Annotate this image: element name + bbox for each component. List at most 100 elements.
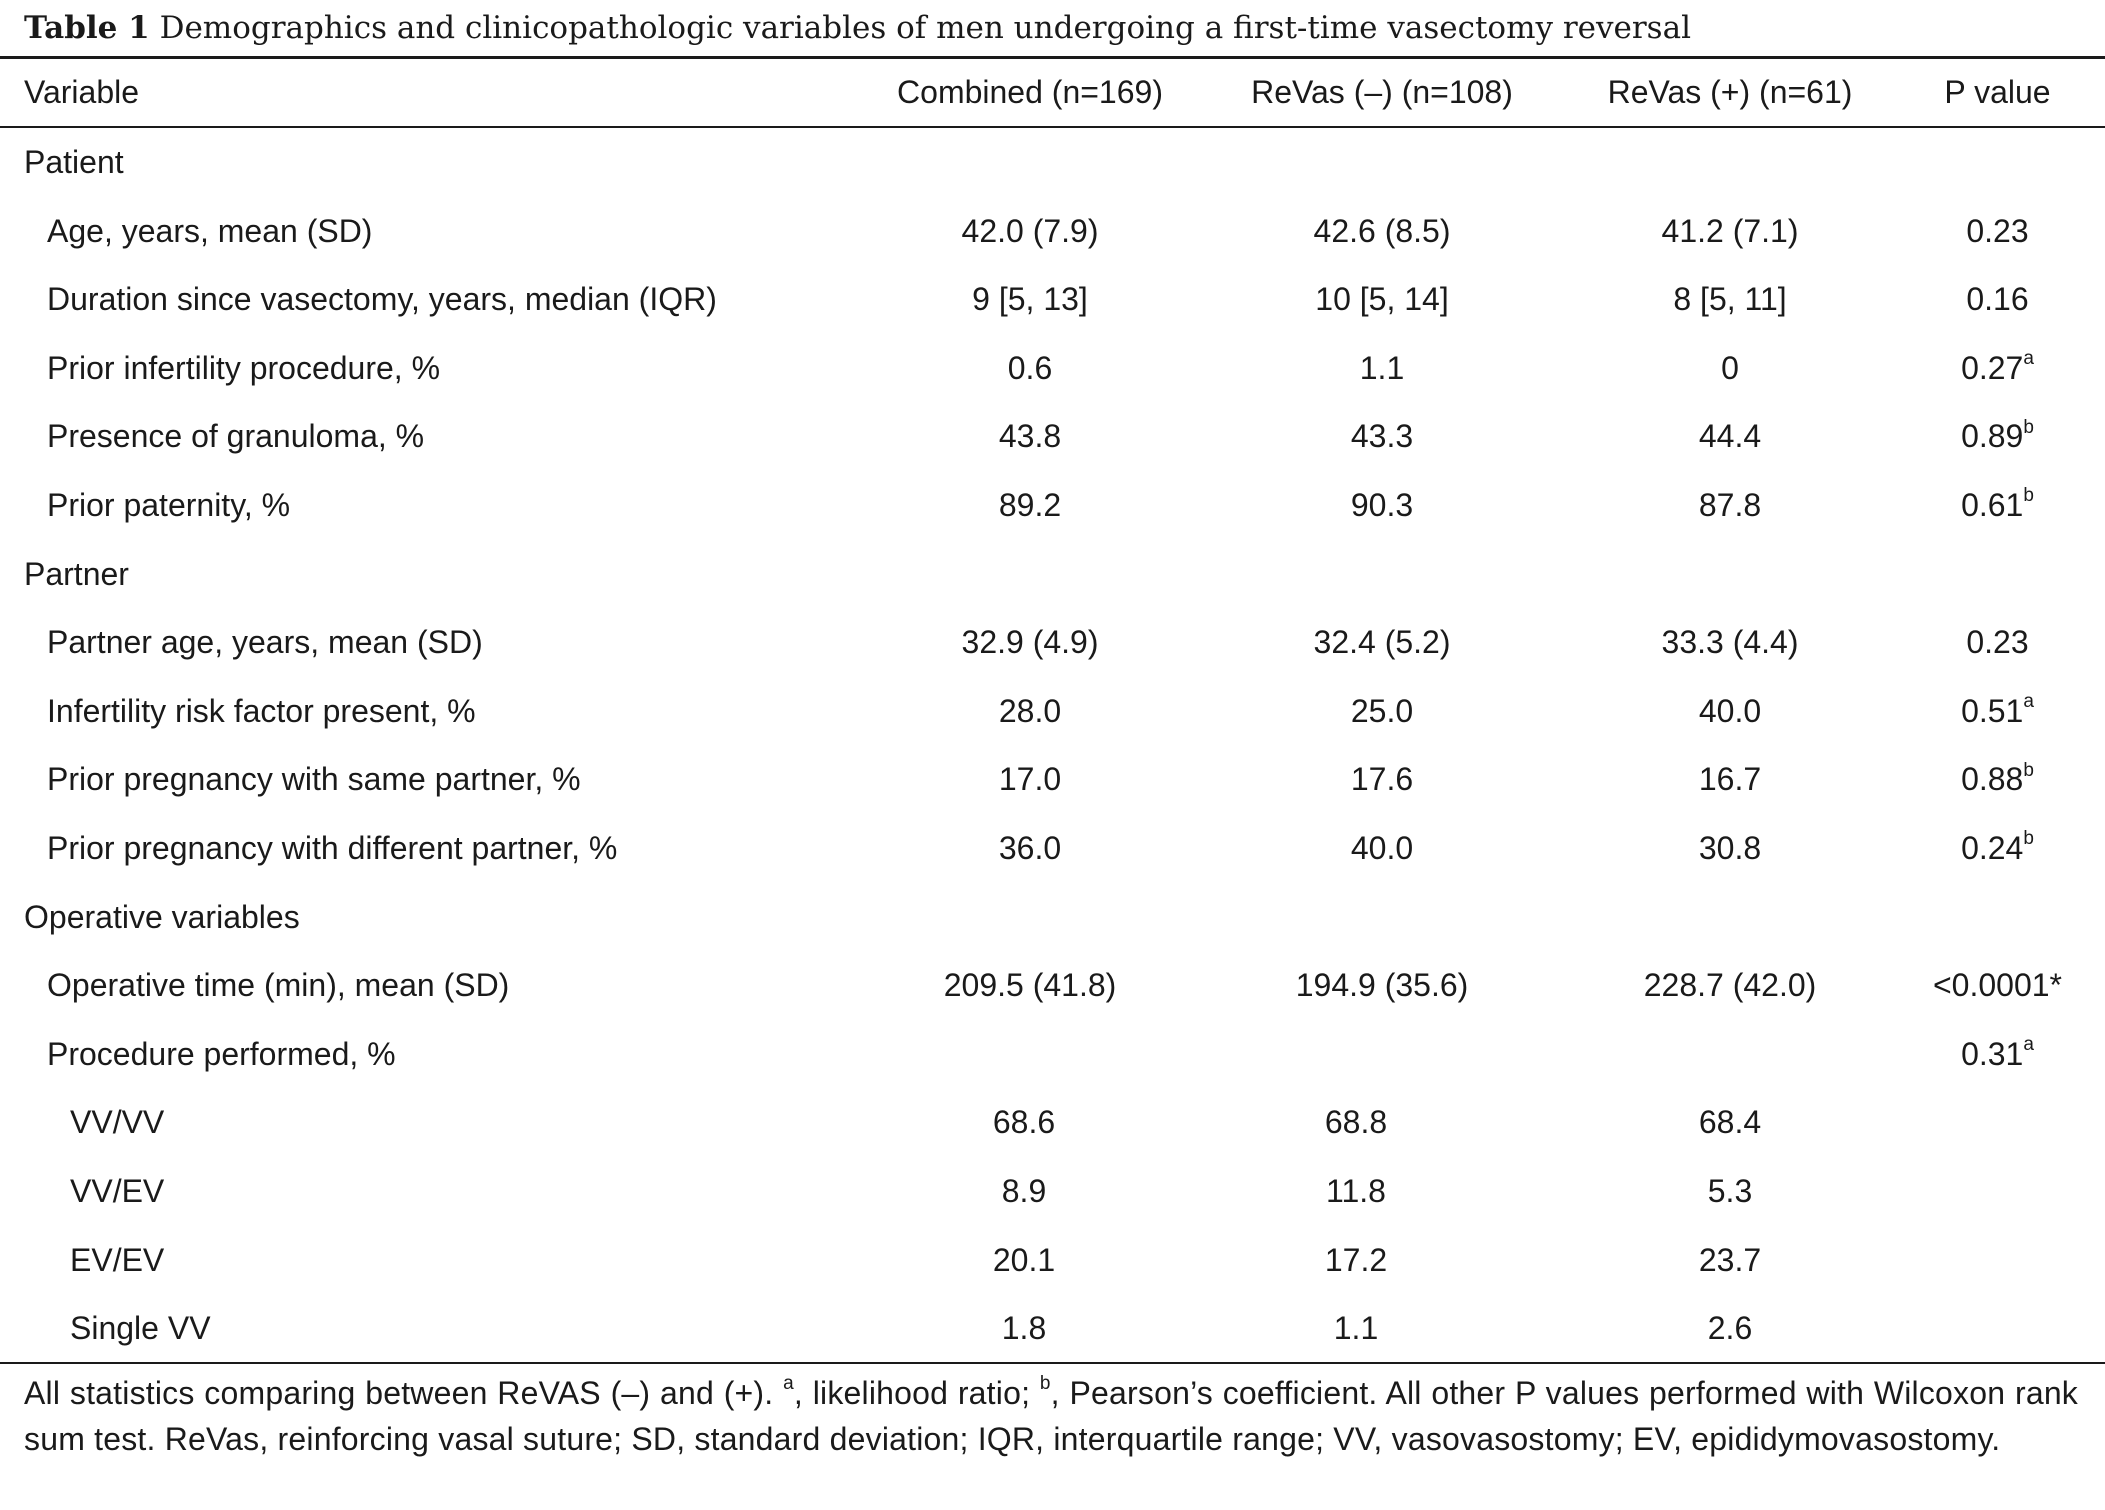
cell-revas-positive: 41.2 (7.1): [1560, 197, 1900, 266]
cell-value: 42.6 (8.5): [1313, 212, 1451, 249]
cell-value: <0.0001*: [1932, 967, 2062, 1004]
cell-value: 11.8: [1326, 1173, 1386, 1209]
cell-value: 0.23: [1966, 212, 2029, 249]
cell-revas-negative: 17.6: [1212, 745, 1552, 814]
cell-value: 23.7: [1698, 1241, 1762, 1278]
superscript-marker: b: [2023, 416, 2034, 438]
cell-value: 68.4: [1698, 1104, 1762, 1141]
cell-p-value: 0.88b: [1900, 745, 2095, 814]
cell-revas-positive: 228.7 (42.0): [1560, 951, 1900, 1020]
cell-p-value: <0.0001*: [1900, 951, 2095, 1020]
cell-value: 0.88: [1961, 761, 2024, 798]
row-label: Prior infertility procedure, %: [47, 349, 441, 386]
row-label: Single VV: [70, 1310, 211, 1347]
footnote-text-1: All statistics comparing between ReVAS (…: [24, 1375, 784, 1411]
row-label: Presence of granuloma, %: [47, 418, 425, 455]
column-header-p-value: P value: [1944, 74, 2051, 110]
cell-revas-negative: 42.6 (8.5): [1212, 197, 1552, 266]
cell-value: 0.23: [1966, 624, 2029, 661]
row-label: Prior pregnancy with same partner, %: [47, 761, 581, 798]
cell-value: 32.4 (5.2): [1313, 624, 1451, 661]
cell-p-value: 0.27a: [1900, 334, 2095, 403]
cell-revas-positive: 68.4: [1560, 1088, 1900, 1157]
cell-revas-negative: 68.8: [1186, 1088, 1526, 1157]
cell-revas-negative: 43.3: [1212, 402, 1552, 471]
cell-value: 20.1: [992, 1241, 1056, 1278]
table-row: Age, years, mean (SD) 42.0 (7.9) 42.6 (8.5…: [0, 197, 2105, 266]
top-rule: [0, 56, 2105, 59]
table-caption: Table 1 Demographics and clinicopatholog…: [24, 6, 2084, 50]
cell-revas-positive: 87.8: [1560, 471, 1900, 540]
cell-combined: 36.0: [860, 814, 1200, 883]
table-caption-text: Demographics and clinicopathologic varia…: [159, 10, 1691, 46]
cell-value: 44.4: [1698, 418, 1762, 455]
superscript-marker: b: [2023, 759, 2034, 781]
cell-value: 68.6: [992, 1104, 1056, 1141]
table-row: Infertility risk factor present, % 28.0 25…: [0, 677, 2105, 746]
cell-value: 68.8: [1324, 1104, 1388, 1141]
cell-value: 5.3: [1707, 1173, 1753, 1209]
cell-value: 40.0: [1350, 830, 1414, 866]
cell-p-value: 0.51a: [1900, 677, 2095, 746]
cell-p-value: 0.31a: [1900, 1020, 2095, 1089]
table-row: EV/EV 20.1 17.2 23.7: [0, 1226, 2105, 1295]
row-label: Age, years, mean (SD): [47, 212, 373, 249]
table-row: Partner age, years, mean (SD) 32.9 (4.9) 3…: [0, 608, 2105, 677]
column-header-revas-negative: ReVas (–) (n=108): [1251, 74, 1513, 110]
cell-value: 2.6: [1707, 1310, 1753, 1347]
cell-value: 8 [5, 11]: [1673, 281, 1787, 318]
row-label: VV/EV: [70, 1173, 165, 1209]
cell-revas-negative: 32.4 (5.2): [1212, 608, 1552, 677]
cell-value: 28.0: [998, 692, 1062, 729]
cell-value: 0.61: [1961, 487, 2024, 523]
superscript-marker: a: [2023, 1034, 2034, 1056]
bottom-rule: [0, 1362, 2105, 1364]
column-header-revas-positive: ReVas (+) (n=61): [1607, 74, 1853, 110]
cell-revas-negative: 10 [5, 14]: [1212, 265, 1552, 334]
table-row: Presence of granuloma, % 43.8 43.3 44.4 0.89…: [0, 402, 2105, 471]
cell-value: 0.89: [1961, 418, 2024, 455]
cell-value: 36.0: [998, 830, 1062, 866]
cell-combined: 1.8: [854, 1294, 1194, 1363]
superscript-marker: b: [2023, 485, 2034, 507]
cell-combined: 32.9 (4.9): [860, 608, 1200, 677]
header-rule: [0, 126, 2105, 128]
table-row: Prior pregnancy with different partner, …: [0, 814, 2105, 883]
cell-revas-positive: 8 [5, 11]: [1560, 265, 1900, 334]
cell-revas-negative: 11.8: [1186, 1157, 1526, 1226]
row-label: EV/EV: [70, 1241, 165, 1278]
cell-combined: 43.8: [860, 402, 1200, 471]
row-label: Duration since vasectomy, years, median …: [47, 281, 717, 318]
cell-value: 17.6: [1350, 761, 1414, 798]
cell-value: 89.2: [998, 487, 1062, 523]
cell-combined: 8.9: [854, 1157, 1194, 1226]
cell-revas-negative: 17.2: [1186, 1226, 1526, 1295]
cell-combined: 89.2: [860, 471, 1200, 540]
cell-revas-positive: 33.3 (4.4): [1560, 608, 1900, 677]
cell-value: 33.3 (4.4): [1661, 624, 1799, 661]
table-row: Single VV 1.8 1.1 2.6: [0, 1294, 2105, 1363]
cell-value: 25.0: [1350, 692, 1414, 729]
cell-value: 41.2 (7.1): [1661, 212, 1799, 249]
table-row: Procedure performed, % 0.31a: [0, 1020, 2105, 1089]
cell-revas-positive: 0: [1560, 334, 1900, 403]
section-header-row: Patient: [0, 128, 2105, 197]
table-row: VV/EV 8.9 11.8 5.3: [0, 1157, 2105, 1226]
section-label: Operative variables: [24, 898, 300, 935]
cell-value: 0: [1721, 349, 1739, 386]
row-label: Operative time (min), mean (SD): [47, 967, 510, 1004]
footnote-text-2: , likelihood ratio;: [793, 1375, 1040, 1411]
table-footnote: All statistics comparing between ReVAS (…: [24, 1370, 2078, 1462]
cell-value: 228.7 (42.0): [1643, 967, 1817, 1004]
table-row: Prior paternity, % 89.2 90.3 87.8 0.61b: [0, 471, 2105, 540]
cell-p-value: 0.23: [1900, 608, 2095, 677]
cell-revas-negative: 1.1: [1186, 1294, 1526, 1363]
section-label: Patient: [24, 144, 124, 180]
cell-value: 17.0: [998, 761, 1062, 798]
table-row: VV/VV 68.6 68.8 68.4: [0, 1088, 2105, 1157]
superscript-marker: b: [2023, 828, 2034, 850]
cell-value: 10 [5, 14]: [1315, 281, 1449, 318]
row-label: VV/VV: [70, 1104, 165, 1141]
cell-p-value: 0.89b: [1900, 402, 2095, 471]
cell-value: 43.3: [1350, 418, 1414, 455]
